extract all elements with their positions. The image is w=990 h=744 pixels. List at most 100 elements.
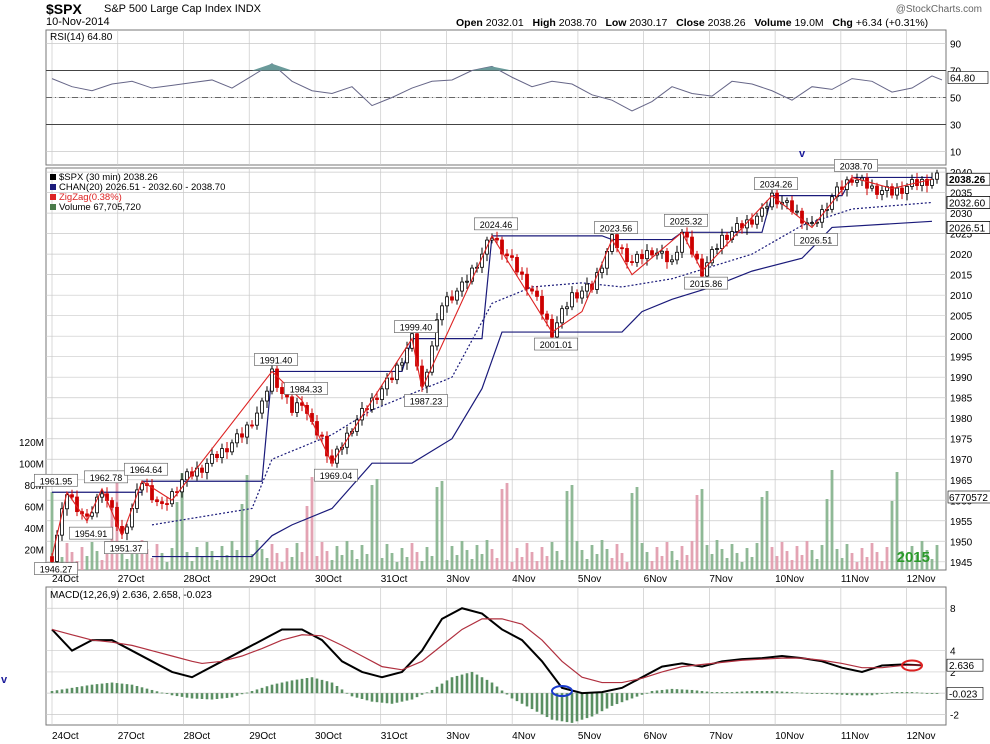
peak-label-box [534, 337, 578, 351]
x-tick-label: 12Nov [907, 731, 936, 742]
peak-label: 1991.40 [260, 355, 293, 365]
candle-body [665, 250, 669, 263]
macd-histogram-bar [845, 693, 849, 696]
macd-histogram-bar [150, 689, 154, 694]
volume-bar [865, 557, 869, 570]
candle-body [715, 248, 719, 250]
peak-label-box [84, 470, 128, 484]
x-tick-label: 10Nov [775, 574, 804, 585]
macd-histogram-bar [160, 692, 164, 694]
chart-date: 10-Nov-2014 [46, 16, 110, 28]
macd-histogram-bar [595, 693, 599, 714]
macd-histogram-bar [400, 693, 404, 702]
macd-histogram-bar [225, 693, 229, 698]
peak-label-box [664, 214, 708, 227]
volume-bar [235, 550, 239, 570]
x-tick-label: 30Oct [315, 574, 342, 585]
candle-body [705, 262, 709, 277]
macd-histogram-bar [60, 689, 64, 694]
volume-bar [885, 547, 889, 570]
candle-body [395, 364, 399, 381]
macd-histogram-bar [715, 692, 719, 694]
volume-bar [610, 558, 614, 570]
macd-histogram-bar [270, 684, 274, 694]
volume-bar [380, 558, 384, 570]
volume-bar [435, 487, 439, 570]
volume-label: Volume [754, 17, 792, 29]
macd-title: MACD(12,26,9) 2.636, 2.658, -0.023 [50, 590, 212, 601]
price-tick-label: 1995 [950, 353, 973, 364]
macd-histogram-bar [805, 692, 809, 694]
candle-body [880, 190, 884, 195]
volume-bar [430, 556, 434, 570]
volume-bar [245, 475, 249, 570]
macd-histogram-bar [245, 692, 249, 694]
macd-histogram-bar [755, 691, 759, 694]
x-tick-label: 10Nov [775, 731, 804, 742]
macd-histogram-bar [130, 684, 134, 694]
volume-bar [575, 541, 579, 570]
candle-body [890, 186, 894, 196]
volume-bar [80, 547, 84, 570]
high-value: 2038.70 [558, 17, 597, 29]
macd-histogram-bar [230, 693, 234, 698]
legend-swatch [50, 184, 56, 190]
x-tick-label: 12Nov [907, 574, 936, 585]
volume-bar [130, 545, 134, 570]
macd-histogram-bar [200, 693, 204, 699]
macd-histogram-bar [430, 689, 434, 694]
rsi-line [51, 63, 943, 112]
volume-bar [820, 545, 824, 570]
macd-histogram-bar [770, 691, 774, 694]
volume-bar [185, 552, 189, 570]
peak-label-box [314, 468, 358, 482]
macd-histogram-bar [235, 693, 239, 696]
candle-body [875, 185, 879, 195]
x-tick-label: 27Oct [118, 574, 145, 585]
volume-bar [620, 553, 624, 570]
macd-histogram-bar [155, 691, 159, 694]
candle-body [720, 234, 724, 249]
price-tick-label: 1970 [950, 455, 973, 466]
macd-histogram-bar [850, 693, 854, 696]
volume-bar [695, 495, 699, 570]
x-tick-label: 28Oct [183, 731, 210, 742]
volume-bar [455, 555, 459, 570]
macd-histogram-bar [350, 693, 354, 697]
macd-histogram-bar [785, 691, 789, 694]
volume-bar [385, 544, 389, 570]
candle-body [515, 257, 519, 273]
x-tick-label: 27Oct [118, 731, 145, 742]
candle-body [695, 253, 699, 260]
volume-bar [240, 504, 244, 570]
candle-body [295, 402, 299, 413]
macd-histogram-bar [895, 692, 899, 694]
ticker-symbol[interactable]: $SPX [46, 1, 82, 17]
macd-histogram-bar [510, 693, 514, 699]
volume-bar [405, 557, 409, 570]
macd-histogram-bar [300, 678, 304, 694]
volume-bar [215, 560, 219, 570]
macd-histogram-bar [425, 692, 429, 694]
macd-histogram-bar [145, 688, 149, 694]
candle-body [525, 273, 529, 290]
volume-bar [150, 558, 154, 570]
macd-histogram-bar [650, 691, 654, 694]
macd-histogram-bar [710, 692, 714, 694]
macd-histogram-bar [205, 693, 209, 700]
macd-histogram-bar [695, 690, 699, 694]
legend-swatch [50, 174, 56, 180]
candle-body [290, 396, 294, 413]
x-tick-label: 6Nov [644, 574, 667, 585]
candle-body [910, 179, 914, 187]
macd-histogram-bar [455, 675, 459, 694]
macd-histogram-bar [410, 693, 414, 700]
peak-label: 2001.01 [540, 340, 573, 350]
candle-body [870, 185, 874, 189]
volume-bar [90, 542, 94, 570]
volume-bar [605, 549, 609, 570]
volume-bar [145, 549, 149, 570]
macd-histogram-bar [325, 681, 329, 694]
macd-histogram-bar [830, 693, 834, 695]
